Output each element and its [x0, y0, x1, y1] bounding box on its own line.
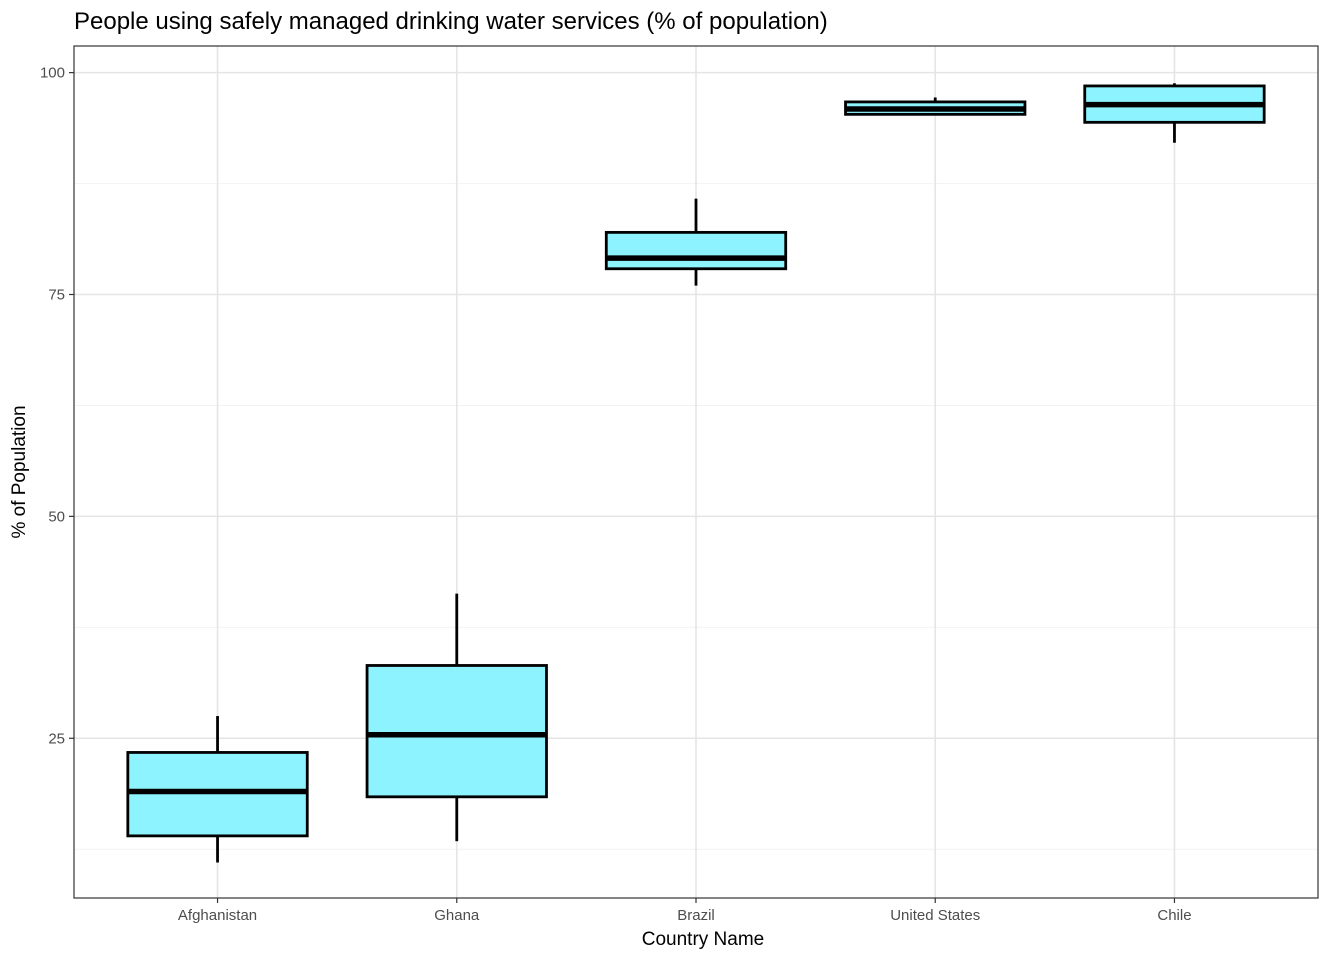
grid [74, 46, 1318, 898]
chart-title: People using safely managed drinking wat… [74, 8, 828, 35]
x-tick-label: Chile [1157, 907, 1191, 924]
box-iqr [365, 664, 548, 799]
y-axis-title: % of Population [9, 405, 30, 538]
x-tick-label: United States [890, 907, 980, 924]
x-tick-label: Afghanistan [178, 907, 257, 924]
box-chile [1083, 83, 1266, 143]
box-iqr [604, 230, 788, 271]
box-brazil [604, 198, 788, 286]
box-ghana [365, 593, 548, 842]
y-tick-label: 50 [48, 508, 65, 525]
x-axis-title: Country Name [642, 929, 765, 950]
x-tick-label: Ghana [434, 907, 480, 924]
y-tick-label: 75 [48, 287, 65, 304]
box-united-states [844, 97, 1027, 116]
boxes [126, 83, 1266, 863]
box-afghanistan [126, 716, 309, 863]
axis-ticks: 25 50 75 100 Afghanistan Ghana Brazil United St… [40, 65, 1192, 924]
y-tick-label: 25 [48, 730, 65, 747]
x-tick-label: Brazil [677, 907, 715, 924]
y-tick-label: 100 [40, 65, 65, 82]
